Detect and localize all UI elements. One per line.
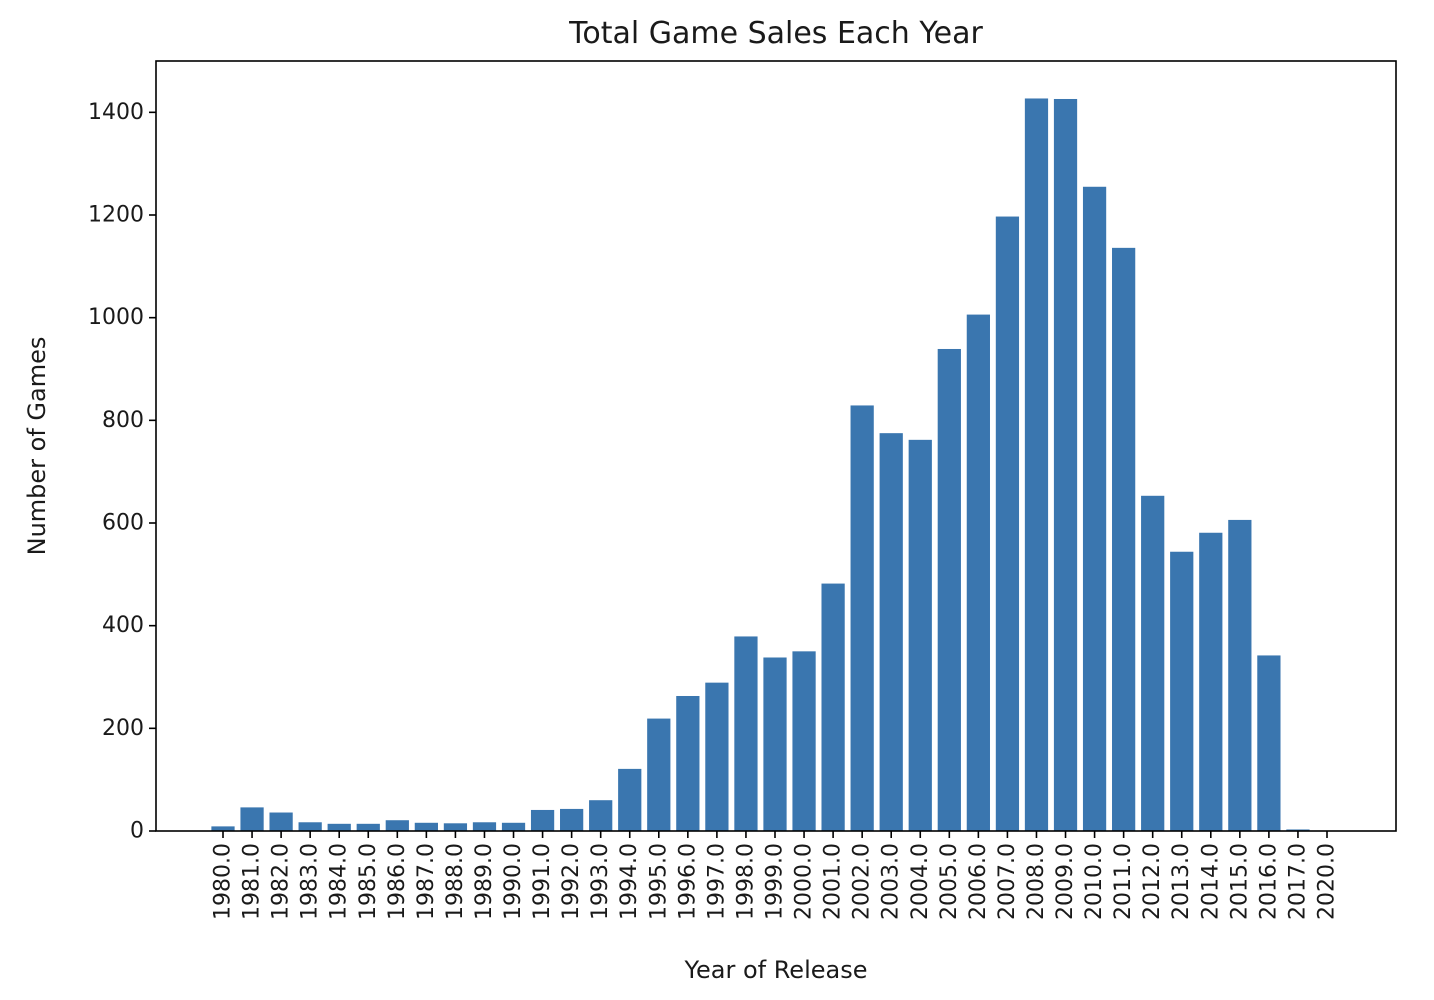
x-tick-label: 1993.0	[588, 843, 613, 920]
bar-2012.0	[1141, 495, 1165, 831]
y-tick-label: 400	[102, 613, 144, 638]
x-tick-label: 2016.0	[1256, 843, 1281, 920]
x-tick-label: 1994.0	[617, 843, 642, 920]
bar-1985.0	[356, 823, 380, 831]
bar-1995.0	[647, 718, 671, 831]
chart-title: Total Game Sales Each Year	[568, 16, 983, 51]
x-tick-label: 1985.0	[356, 843, 381, 920]
x-tick-label: 2000.0	[792, 843, 817, 920]
y-tick-label: 0	[130, 819, 144, 844]
y-tick-label: 1000	[88, 305, 144, 330]
y-axis-ticks: 0 200 400 600 800 1000 1200 1400	[88, 100, 156, 844]
y-tick-label: 1400	[88, 100, 144, 125]
x-tick-label: 1999.0	[763, 843, 788, 920]
x-tick-label: 1991.0	[530, 843, 555, 920]
x-tick-label: 1998.0	[733, 843, 758, 920]
bar-1983.0	[298, 822, 322, 831]
x-tick-label: 1980.0	[211, 843, 236, 920]
bar-2013.0	[1170, 551, 1194, 831]
x-tick-label: 1984.0	[327, 843, 352, 920]
y-tick-label: 800	[102, 408, 144, 433]
x-tick-label: 2015.0	[1227, 843, 1252, 920]
x-tick-label: 2010.0	[1082, 843, 1107, 920]
bar-2003.0	[879, 433, 903, 831]
bar-1986.0	[385, 820, 409, 831]
bar-1992.0	[560, 808, 584, 831]
x-tick-label: 1986.0	[385, 843, 410, 920]
x-tick-label: 1992.0	[559, 843, 584, 920]
x-tick-label: 2006.0	[966, 843, 991, 920]
bar-1996.0	[676, 695, 700, 831]
x-tick-label: 1981.0	[240, 843, 265, 920]
x-tick-label: 2014.0	[1198, 843, 1223, 920]
x-tick-label: 1988.0	[443, 843, 468, 920]
bar-1990.0	[501, 822, 526, 831]
bar-1993.0	[589, 800, 613, 831]
bar-1981.0	[240, 807, 264, 831]
bar-2000.0	[792, 651, 816, 831]
x-tick-label: 2004.0	[908, 843, 933, 920]
bar-1991.0	[530, 809, 555, 831]
x-tick-label: 2011.0	[1111, 843, 1136, 920]
bar-1998.0	[734, 636, 758, 831]
bar-1994.0	[618, 768, 642, 831]
x-tick-label: 2020.0	[1315, 843, 1340, 920]
x-tick-label: 1996.0	[675, 843, 700, 920]
bar-1999.0	[763, 657, 787, 831]
bar-2010.0	[1082, 186, 1107, 831]
x-tick-label: 1983.0	[298, 843, 323, 920]
x-tick-label: 1990.0	[501, 843, 526, 920]
bar-1997.0	[705, 682, 729, 831]
x-tick-label: 2017.0	[1285, 843, 1310, 920]
bar-1980.0	[211, 826, 235, 831]
x-tick-label: 2012.0	[1140, 843, 1165, 920]
x-tick-label: 2001.0	[821, 843, 846, 920]
x-tick-label: 1989.0	[472, 843, 497, 920]
bar-2004.0	[908, 439, 932, 831]
bar-2011.0	[1112, 247, 1136, 831]
bar-2002.0	[850, 405, 874, 831]
x-tick-label: 2008.0	[1024, 843, 1049, 920]
x-axis-label: Year of Release	[684, 956, 868, 984]
bar-2014.0	[1199, 532, 1223, 831]
x-tick-label: 2003.0	[879, 843, 904, 920]
x-tick-label: 2013.0	[1169, 843, 1194, 920]
bar-2006.0	[966, 314, 990, 831]
y-tick-label: 600	[102, 511, 144, 536]
y-axis-label: Number of Games	[23, 337, 51, 556]
x-axis-ticks: 1980.0 1981.0 1982.0 1983.0 1984.0 1985.0 1986…	[211, 831, 1340, 920]
bars	[211, 98, 1339, 832]
bar-2008.0	[1024, 98, 1049, 832]
plot-frame	[155, 60, 1397, 832]
bar-1987.0	[414, 822, 438, 831]
x-tick-label: 1982.0	[269, 843, 294, 920]
y-tick-label: 1200	[88, 203, 144, 228]
bar-1982.0	[269, 812, 293, 831]
x-tick-label: 2002.0	[850, 843, 875, 920]
bar-2016.0	[1257, 655, 1281, 831]
bar-1984.0	[327, 823, 351, 831]
bar-2015.0	[1228, 519, 1252, 831]
x-tick-label: 1995.0	[646, 843, 671, 920]
bar-1988.0	[443, 823, 468, 831]
x-tick-label: 2007.0	[995, 843, 1020, 920]
x-tick-label: 1987.0	[414, 843, 439, 920]
y-tick-label: 200	[102, 716, 144, 741]
bar-2005.0	[937, 348, 961, 831]
x-tick-label: 2009.0	[1053, 843, 1078, 920]
bar-2007.0	[995, 216, 1020, 832]
bar-2001.0	[821, 583, 845, 831]
x-tick-label: 2005.0	[937, 843, 962, 920]
bar-2009.0	[1053, 98, 1078, 831]
x-tick-label: 1997.0	[704, 843, 729, 920]
bar-1989.0	[472, 822, 497, 831]
